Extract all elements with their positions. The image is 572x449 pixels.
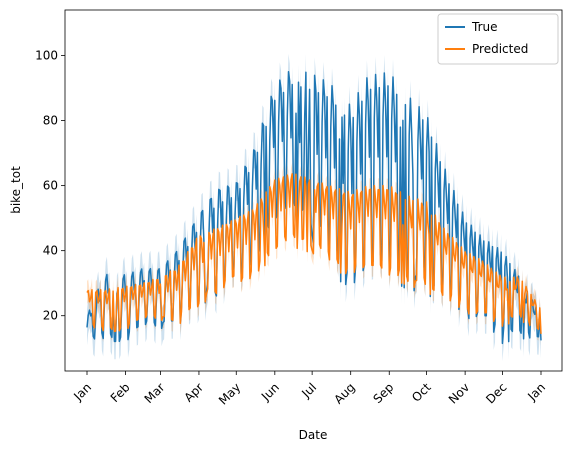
y-tick-label: 100 bbox=[35, 49, 58, 63]
x-tick-label: Feb bbox=[108, 380, 133, 405]
x-tick-label: Jan bbox=[524, 380, 548, 404]
x-tick-label: Jul bbox=[298, 380, 319, 401]
x-tick-label: Jun bbox=[258, 380, 282, 404]
x-tick-label: May bbox=[216, 380, 243, 407]
x-tick-label: Mar bbox=[142, 380, 168, 406]
x-axis: Jan Feb Mar Apr May Jun Jul Aug Sep Oct Nov Dec Jan bbox=[70, 371, 548, 408]
y-tick-label: 20 bbox=[43, 309, 58, 323]
legend-label-predicted: Predicted bbox=[472, 42, 528, 56]
legend: True Predicted bbox=[437, 13, 559, 65]
x-tick-label: Aug bbox=[331, 380, 357, 406]
y-tick-label: 60 bbox=[43, 179, 58, 193]
legend-label-true: True bbox=[471, 20, 498, 34]
y-tick-label: 80 bbox=[43, 114, 58, 128]
x-tick-label: Dec bbox=[483, 380, 509, 406]
plot-frame bbox=[64, 9, 563, 372]
true-series-line bbox=[86, 71, 542, 345]
x-tick-label: Jan bbox=[70, 380, 94, 404]
x-tick-label: Nov bbox=[446, 380, 472, 406]
x-tick-label: Sep bbox=[370, 380, 396, 406]
y-axis: 20 40 60 80 100 bbox=[35, 49, 65, 323]
legend-box bbox=[437, 13, 559, 65]
x-tick-label: Apr bbox=[181, 380, 206, 405]
x-axis-label: Date bbox=[299, 428, 328, 442]
series-lines bbox=[86, 71, 542, 345]
predicted-series-line bbox=[86, 173, 542, 334]
x-tick-label: Oct bbox=[409, 380, 434, 405]
y-axis-label: bike_tot bbox=[9, 166, 23, 214]
y-tick-label: 40 bbox=[43, 244, 58, 258]
